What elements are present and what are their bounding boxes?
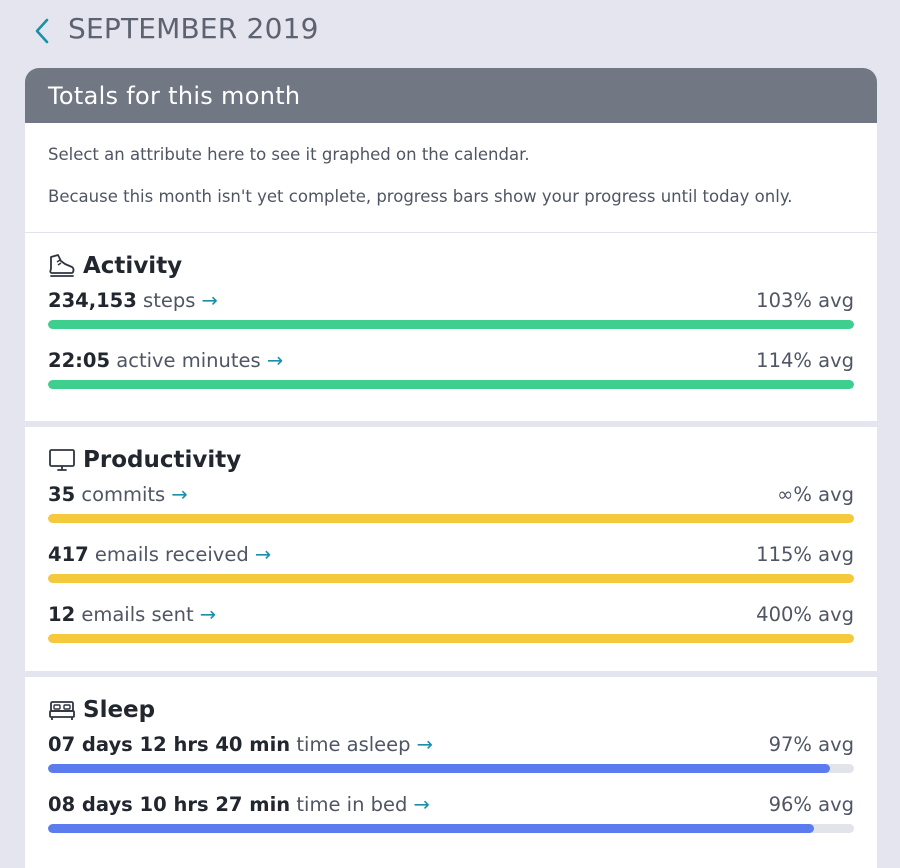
chevron-left-icon[interactable]	[30, 16, 56, 46]
metric-label: time asleep	[296, 733, 411, 756]
metric-avg: 114% avg	[756, 349, 854, 372]
page-title: SEPTEMBER 2019	[68, 12, 319, 45]
metric-value: 417	[48, 543, 89, 566]
arrow-right-icon: →	[171, 483, 188, 506]
panel-header: Totals for this month	[25, 68, 877, 123]
progress-fill	[48, 634, 854, 643]
bed-icon	[48, 697, 76, 723]
progress-bar	[48, 824, 854, 833]
metric-time-in-bed[interactable]: 08 days 10 hrs 27 min time in bed → 96% a…	[48, 791, 854, 833]
progress-fill	[48, 320, 854, 329]
top-bar: SEPTEMBER 2019	[0, 0, 900, 62]
progress-fill	[48, 380, 854, 389]
metric-label: active minutes	[116, 349, 261, 372]
intro-line-1: Select an attribute here to see it graph…	[48, 145, 530, 164]
arrow-right-icon: →	[199, 603, 216, 626]
metric-time-asleep[interactable]: 07 days 12 hrs 40 min time asleep → 97% a…	[48, 731, 854, 773]
progress-fill	[48, 514, 854, 523]
metric-avg: 96% avg	[768, 793, 854, 816]
shoe-icon	[48, 253, 76, 279]
divider	[25, 671, 877, 677]
monitor-icon	[48, 447, 76, 473]
metric-value: 12	[48, 603, 76, 626]
progress-fill	[48, 574, 854, 583]
metric-label: time in bed	[296, 793, 408, 816]
metric-value: 22:05	[48, 349, 111, 372]
progress-bar	[48, 380, 854, 389]
metric-emails-received[interactable]: 417 emails received → 115% avg	[48, 541, 854, 583]
progress-bar	[48, 764, 854, 773]
metric-label: emails received	[94, 543, 249, 566]
arrow-right-icon: →	[254, 543, 272, 566]
arrow-right-icon: →	[413, 793, 430, 816]
progress-bar	[48, 514, 854, 523]
metric-label: steps	[143, 289, 196, 312]
intro-line-2: Because this month isn't yet complete, p…	[48, 187, 793, 206]
metric-value: 35	[48, 483, 76, 506]
arrow-right-icon: →	[266, 349, 284, 372]
section-label: Productivity	[83, 447, 242, 473]
metric-avg: ∞% avg	[777, 483, 854, 506]
section-activity: Activity 234,153 steps → 103% avg 22:05 a…	[25, 233, 877, 421]
metric-avg: 115% avg	[756, 543, 854, 566]
section-label: Sleep	[83, 697, 156, 723]
metric-steps[interactable]: 234,153 steps → 103% avg	[48, 287, 854, 329]
metric-commits[interactable]: 35 commits → ∞% avg	[48, 481, 854, 523]
metric-avg: 400% avg	[756, 603, 854, 626]
intro-text: Select an attribute here to see it graph…	[25, 123, 877, 233]
section-title-activity: Activity	[48, 251, 854, 281]
metric-avg: 103% avg	[756, 289, 854, 312]
metric-emails-sent[interactable]: 12 emails sent → 400% avg	[48, 601, 854, 643]
section-sleep: Sleep 07 days 12 hrs 40 min time asleep →…	[25, 677, 877, 868]
totals-panel: Totals for this month Select an attribut…	[25, 68, 877, 868]
metric-label: commits	[81, 483, 166, 506]
progress-bar	[48, 574, 854, 583]
progress-bar	[48, 634, 854, 643]
metric-label: emails sent	[81, 603, 194, 626]
metric-value: 07 days 12 hrs 40 min	[48, 733, 291, 756]
arrow-right-icon: →	[416, 733, 433, 756]
metric-value: 234,153	[48, 289, 137, 312]
metric-value: 08 days 10 hrs 27 min	[48, 793, 291, 816]
section-productivity: Productivity 35 commits → ∞% avg 417 emai…	[25, 427, 877, 671]
section-label: Activity	[83, 253, 183, 279]
divider	[25, 421, 877, 427]
metric-active-minutes[interactable]: 22:05 active minutes → 114% avg	[48, 347, 854, 389]
arrow-right-icon: →	[201, 289, 218, 312]
progress-bar	[48, 320, 854, 329]
metric-avg: 97% avg	[768, 733, 854, 756]
progress-fill	[48, 824, 814, 833]
section-title-productivity: Productivity	[48, 445, 854, 475]
progress-fill	[48, 764, 830, 773]
section-title-sleep: Sleep	[48, 695, 854, 725]
